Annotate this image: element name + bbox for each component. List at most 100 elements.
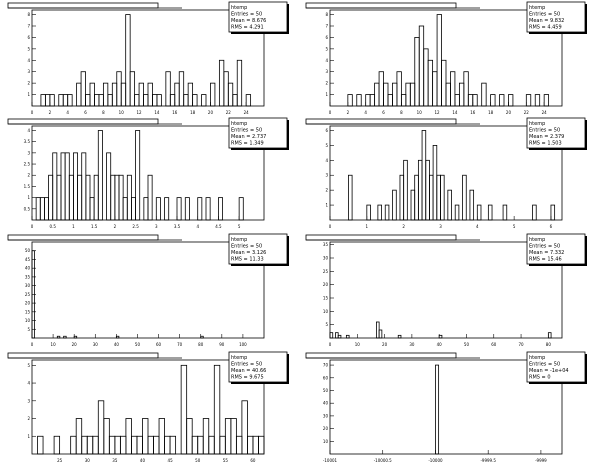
histogram-bin bbox=[201, 94, 207, 107]
histogram-bin bbox=[80, 71, 86, 107]
stats-mean: Mean = 2.737 bbox=[231, 134, 266, 140]
y-tick-label: 20 bbox=[323, 282, 329, 287]
histogram-bin bbox=[169, 435, 177, 455]
x-tick-label: -9999.5 bbox=[480, 458, 496, 463]
histogram-bin bbox=[532, 204, 537, 221]
histogram-bin bbox=[447, 189, 452, 221]
x-tick-label: 70 bbox=[177, 342, 183, 347]
y-tick-label: 1 bbox=[325, 92, 328, 97]
y-tick-label: 4 bbox=[325, 58, 328, 63]
histogram-bin bbox=[129, 71, 136, 107]
y-tick-label: 0.5 bbox=[24, 206, 31, 211]
histogram-bin bbox=[366, 204, 371, 221]
stats-entries: Entries = 50 bbox=[529, 12, 560, 18]
stats-rms: RMS = 11.33 bbox=[231, 257, 264, 263]
histogram-bin bbox=[397, 334, 402, 339]
y-tick-label: 30 bbox=[323, 256, 329, 261]
y-tick-label: 4 bbox=[27, 58, 30, 63]
x-tick-label: 30 bbox=[93, 342, 99, 347]
histogram-bin bbox=[245, 94, 252, 107]
y-tick-label: 10 bbox=[323, 439, 329, 444]
histogram-bin bbox=[377, 204, 382, 221]
x-tick-label: 24 bbox=[542, 110, 548, 115]
y-tick-label: 6 bbox=[325, 35, 328, 40]
x-tick-label: 40 bbox=[437, 342, 443, 347]
x-tick-label: 60 bbox=[491, 342, 497, 347]
y-tick-label: 4 bbox=[27, 381, 30, 386]
stats-box bbox=[526, 351, 586, 383]
y-tick-label: 1 bbox=[27, 92, 30, 97]
y-tick-label: 1.5 bbox=[24, 184, 31, 189]
y-tick-label: 50 bbox=[323, 388, 329, 393]
x-tick-label: -9999 bbox=[535, 458, 547, 463]
x-tick-label: 90 bbox=[219, 342, 225, 347]
histogram-panel-3: 0 0.5 1 1.5 2 2.5 3 3.5 4 4.5 5 0.5 1 1.5 2 2.5 3 3.5 4 hte… bbox=[7, 117, 289, 229]
stats-entries: Entries = 50 bbox=[231, 362, 262, 368]
x-tick-label: 10 bbox=[51, 342, 57, 347]
stats-entries: Entries = 50 bbox=[529, 244, 560, 250]
stats-name: htemp bbox=[529, 121, 545, 127]
histogram-bin bbox=[454, 204, 460, 221]
histogram-panel-6: 0 10 20 30 40 50 60 70 80 5 10 15 20 25 30 35 htempEntri… bbox=[305, 233, 587, 347]
histogram-bin bbox=[487, 204, 493, 221]
histogram-bin bbox=[176, 197, 182, 221]
histogram-bin bbox=[348, 174, 353, 221]
histogram-bin bbox=[156, 94, 162, 107]
y-tick-label: 10 bbox=[323, 309, 329, 314]
stats-box bbox=[526, 233, 586, 265]
y-tick-label: 20 bbox=[323, 426, 329, 431]
x-tick-label: 55 bbox=[223, 458, 229, 463]
stats-rms: RMS = 1.503 bbox=[529, 141, 562, 147]
x-tick-label: 22 bbox=[226, 110, 232, 115]
x-tick-label: -10000.5 bbox=[374, 458, 392, 463]
y-tick-label: 3 bbox=[27, 150, 30, 155]
y-tick-label: 3.5 bbox=[24, 139, 31, 144]
y-tick-label: 35 bbox=[323, 242, 329, 247]
x-tick-label: 50 bbox=[464, 342, 470, 347]
x-tick-label: 1.5 bbox=[91, 224, 98, 229]
histogram-bin bbox=[403, 159, 408, 221]
stats-entries: Entries = 50 bbox=[231, 244, 262, 250]
stats-name: htemp bbox=[231, 237, 247, 243]
stats-name: htemp bbox=[529, 355, 545, 361]
histogram-bin bbox=[37, 435, 44, 455]
stats-mean: Mean = 3.126 bbox=[231, 250, 266, 256]
histogram-panel-2: 0 2 4 6 8 10 12 14 16 18 20 22 2412345678htempEntrie… bbox=[305, 1, 587, 115]
histogram-bin bbox=[469, 189, 475, 221]
histogram-bin bbox=[192, 94, 198, 107]
histogram-bin bbox=[210, 82, 216, 107]
x-tick-label: 12 bbox=[435, 110, 441, 115]
stats-name: htemp bbox=[231, 5, 247, 11]
x-tick-label: 3 bbox=[439, 224, 442, 229]
histogram-bin bbox=[490, 94, 496, 107]
y-tick-label: 5 bbox=[27, 327, 30, 332]
histogram-bin bbox=[345, 334, 350, 339]
x-tick-label: 14 bbox=[452, 110, 458, 115]
histogram-bin bbox=[155, 197, 161, 221]
histogram-bin bbox=[481, 82, 487, 107]
x-tick-label: 3.5 bbox=[174, 224, 181, 229]
histogram-bin bbox=[197, 197, 203, 221]
y-tick-label: 45 bbox=[25, 257, 31, 262]
y-tick-label: 5 bbox=[325, 322, 328, 327]
stats-mean: Mean = 9.832 bbox=[529, 18, 564, 24]
stats-entries: Entries = 50 bbox=[529, 362, 560, 368]
histogram-bin bbox=[543, 94, 550, 107]
y-tick-label: 1 bbox=[27, 195, 30, 200]
y-tick-label: 30 bbox=[25, 283, 31, 288]
stats-box bbox=[526, 1, 586, 33]
y-tick-label: 5 bbox=[27, 363, 30, 368]
y-tick-label: 35 bbox=[25, 274, 31, 279]
stats-entries: Entries = 50 bbox=[231, 128, 262, 134]
y-tick-label: 40 bbox=[323, 401, 329, 406]
y-tick-label: 6 bbox=[325, 128, 328, 133]
x-tick-label: 80 bbox=[198, 342, 204, 347]
x-tick-label: 14 bbox=[154, 110, 160, 115]
y-tick-label: 60 bbox=[323, 375, 329, 380]
stats-mean: Mean = 8.676 bbox=[231, 18, 266, 24]
histogram-bin bbox=[550, 204, 556, 221]
x-tick-label: 80 bbox=[546, 342, 552, 347]
y-tick-label: 2 bbox=[325, 81, 328, 86]
x-tick-label: 70 bbox=[519, 342, 525, 347]
